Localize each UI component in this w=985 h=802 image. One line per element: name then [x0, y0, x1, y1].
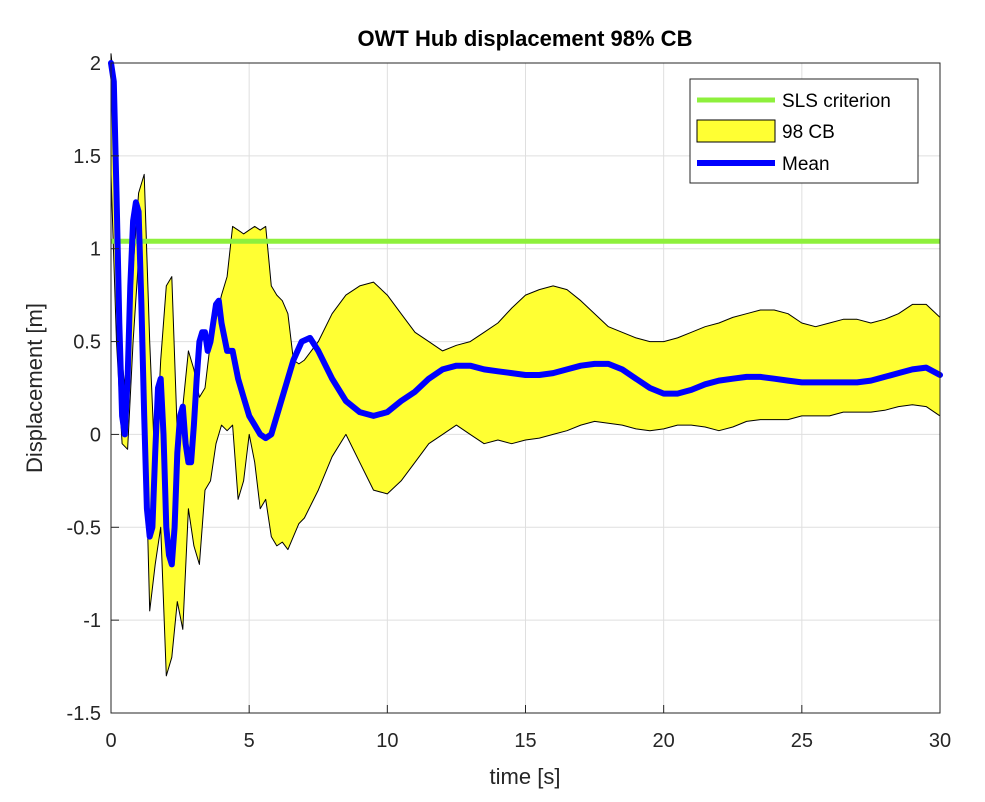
y-axis-ticks: -1.5 -1 -0.5 0 0.5 1 1.5 2 [67, 53, 119, 725]
y-tick-label-4: 0.5 [73, 332, 101, 354]
y-tick-label-7: 2 [90, 53, 101, 75]
legend-sls-label: SLS criterion [782, 91, 891, 112]
chart-title: OWT Hub displacement 98% CB [358, 26, 693, 51]
x-tick-label-0: 0 [105, 730, 116, 752]
y-tick-label-0: -1.5 [67, 703, 101, 725]
y-tick-label-5: 1 [90, 239, 101, 261]
legend-band-label: 98 CB [782, 122, 835, 143]
y-tick-label-3: 0 [90, 424, 101, 446]
x-tick-label-4: 20 [653, 730, 675, 752]
x-tick-label-6: 30 [929, 730, 951, 752]
x-axis-ticks: 0 5 10 15 20 25 30 [105, 705, 951, 752]
x-tick-label-2: 10 [376, 730, 398, 752]
y-axis-label: Displacement [m] [22, 303, 47, 473]
x-tick-label-3: 15 [514, 730, 536, 752]
legend-band-swatch [696, 119, 776, 143]
x-tick-label-1: 5 [244, 730, 255, 752]
y-tick-label-6: 1.5 [73, 146, 101, 168]
legend-mean-label: Mean [782, 154, 830, 175]
y-tick-label-1: -1 [83, 610, 101, 632]
x-tick-label-5: 25 [791, 730, 813, 752]
mean-line [108, 60, 943, 568]
y-tick-label-2: -0.5 [67, 517, 101, 539]
mean-series-group [108, 60, 943, 568]
legend: SLS criterion 98 CB Mean [689, 78, 919, 184]
x-axis-label: time [s] [490, 764, 561, 789]
